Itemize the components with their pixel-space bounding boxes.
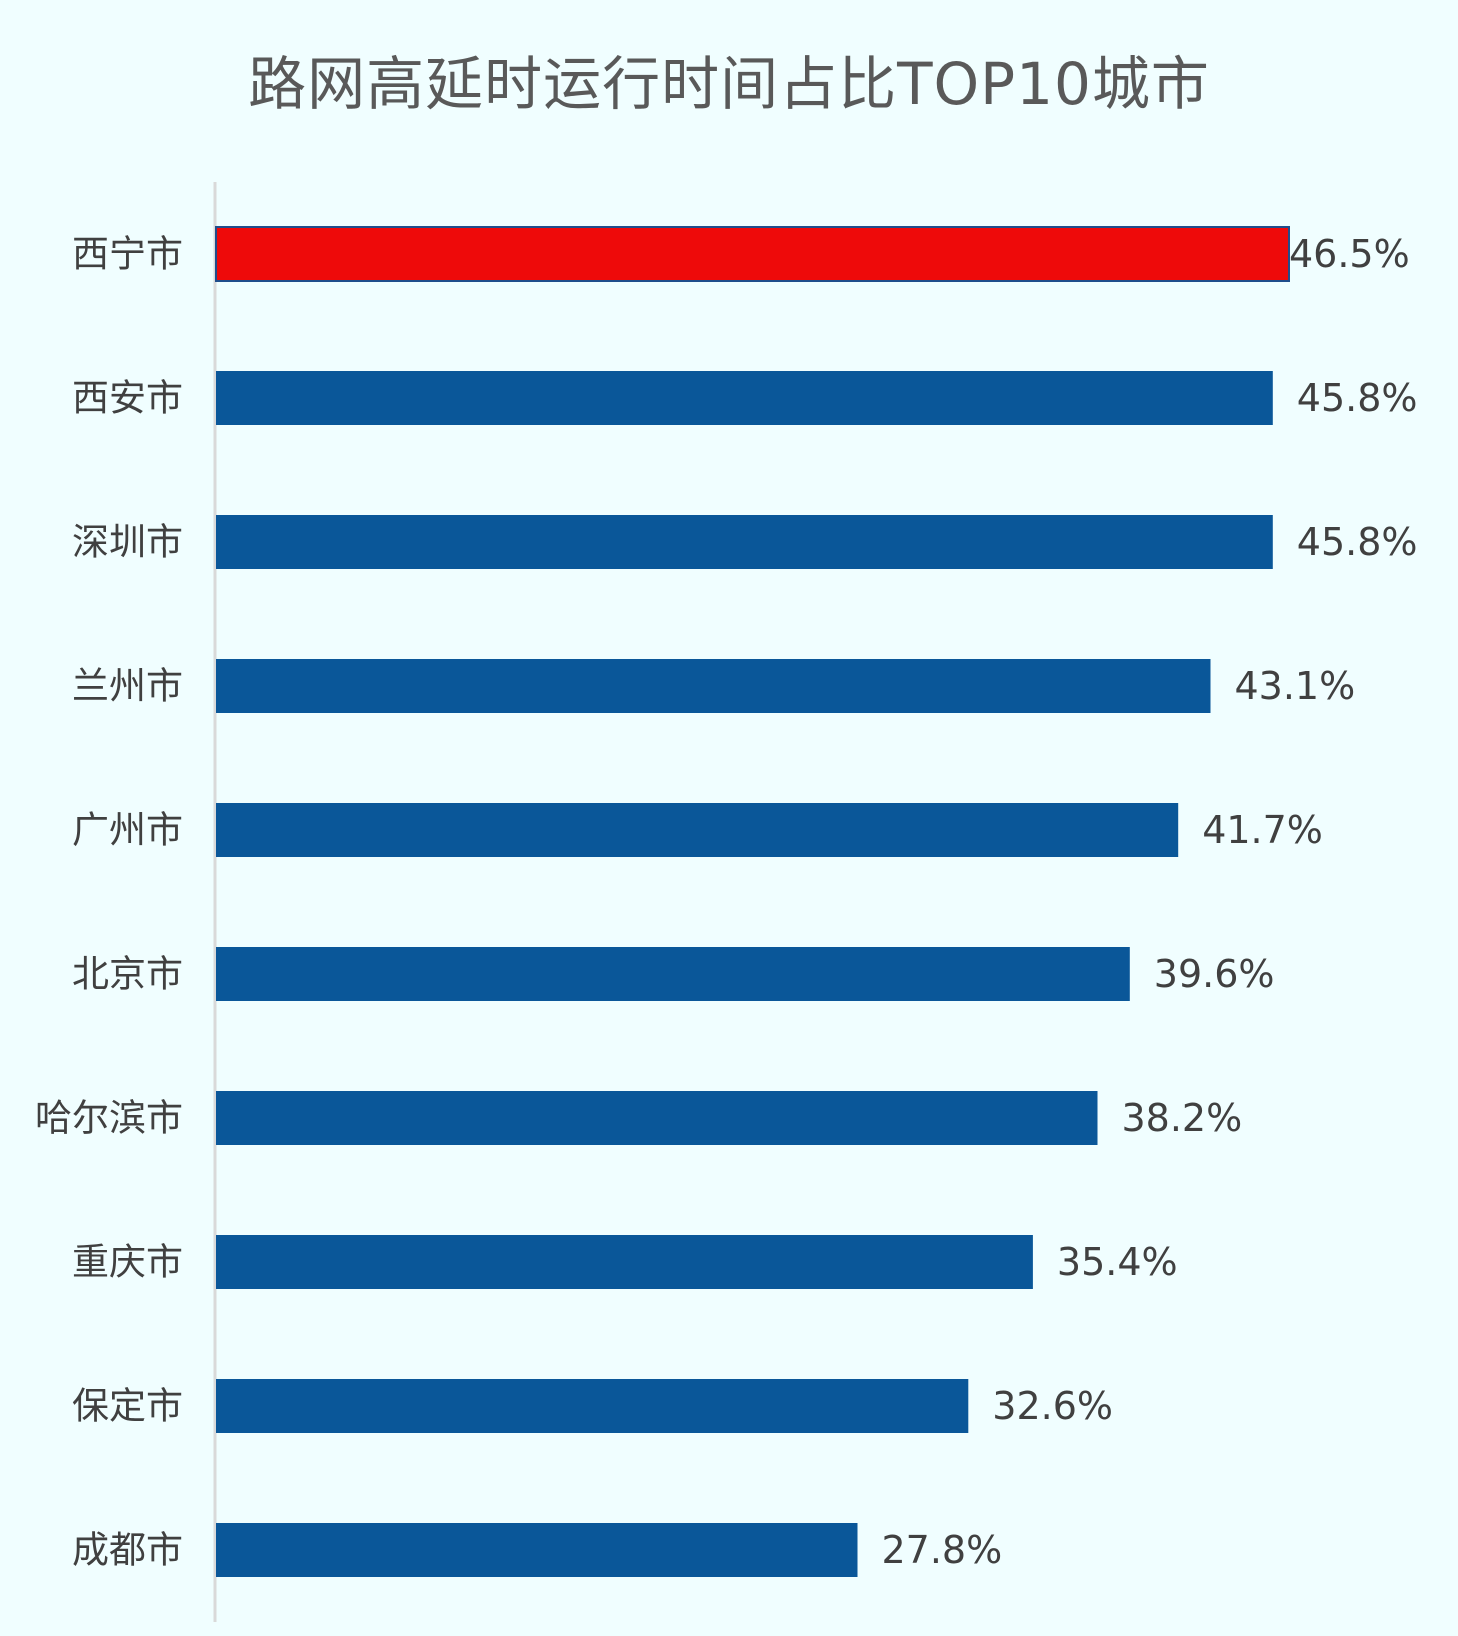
bars-layer	[215, 226, 1290, 1577]
bar-1	[215, 226, 1290, 282]
category-label-1: 西宁市	[72, 233, 183, 276]
value-label-4: 43.1%	[1235, 664, 1356, 708]
value-label-5: 41.7%	[1202, 808, 1323, 852]
chart-title: 路网高延时运行时间占比TOP10城市	[248, 50, 1210, 118]
bar-5	[216, 803, 1179, 857]
category-label-2: 西安市	[72, 377, 183, 420]
value-label-9: 32.6%	[992, 1384, 1113, 1428]
value-label-6: 39.6%	[1154, 952, 1275, 996]
category-label-6: 北京市	[72, 953, 183, 996]
bar-10	[216, 1523, 858, 1577]
category-label-7: 哈尔滨市	[35, 1097, 183, 1140]
value-label-7: 38.2%	[1122, 1096, 1243, 1140]
category-label-5: 广州市	[72, 809, 183, 852]
category-label-8: 重庆市	[72, 1241, 183, 1284]
value-label-8: 35.4%	[1057, 1240, 1178, 1284]
value-label-10: 27.8%	[882, 1528, 1003, 1572]
bar-9	[216, 1379, 969, 1433]
category-label-9: 保定市	[72, 1385, 183, 1428]
category-label-4: 兰州市	[72, 665, 183, 708]
bar-4	[216, 659, 1211, 713]
value-label-2: 45.8%	[1297, 376, 1418, 420]
bar-6	[216, 947, 1130, 1001]
value-label-1: 46.5%	[1289, 232, 1410, 276]
labels-layer: 西宁市 46.5% 西安市 45.8% 深圳市 45.8% 兰州市 43.1% 广州市 41.7%…	[35, 232, 1418, 1572]
value-label-3: 45.8%	[1297, 520, 1418, 564]
bar-7	[216, 1091, 1098, 1145]
bar-8	[216, 1235, 1033, 1289]
bar-3	[216, 515, 1273, 569]
category-label-3: 深圳市	[72, 521, 183, 564]
bar-2	[216, 371, 1273, 425]
category-label-10: 成都市	[72, 1529, 183, 1572]
